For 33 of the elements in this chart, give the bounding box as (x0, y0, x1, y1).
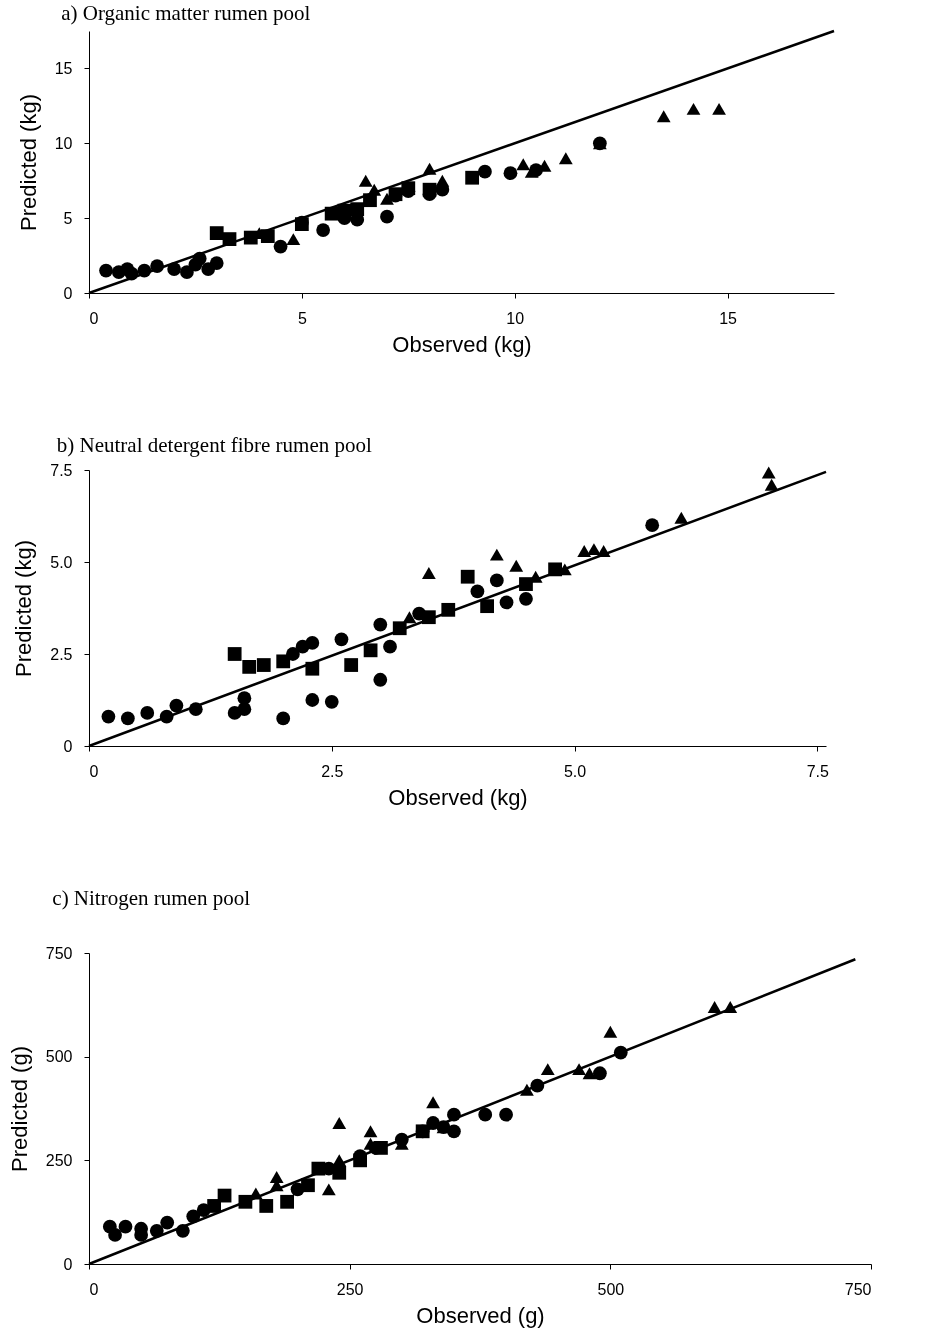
y-tick-label: 2.5 (50, 645, 73, 663)
y-tick-label: 7.5 (50, 461, 73, 479)
y-tick-label: 15 (54, 59, 73, 77)
y-tick-label: 5 (63, 209, 73, 227)
x-tick-label: 5.0 (563, 762, 587, 780)
x-tick-label: 0 (89, 762, 99, 780)
chart-title: c) Nitrogen rumen pool (52, 886, 251, 910)
y-axis-title: Predicted (kg) (15, 94, 41, 231)
x-tick-label: 0 (89, 1280, 99, 1298)
x-tick-label: 15 (719, 309, 738, 327)
y-tick-label: 500 (45, 1048, 73, 1066)
x-tick-label: 250 (336, 1280, 364, 1298)
y-tick-label: 0 (63, 737, 73, 755)
y-tick-label: 250 (45, 1151, 73, 1169)
x-tick-label: 2.5 (321, 762, 344, 780)
y-tick-label: 5.0 (50, 553, 73, 571)
y-axis-title: Predicted (g) (6, 1046, 32, 1172)
x-tick-label: 7.5 (806, 762, 829, 780)
chart-title: a) Organic matter rumen pool (61, 0, 311, 25)
y-tick-label: 0 (63, 284, 73, 302)
x-tick-label: 500 (597, 1280, 625, 1298)
x-axis-title: Observed (kg) (388, 784, 528, 810)
x-tick-label: 5 (297, 309, 307, 327)
x-tick-label: 10 (506, 309, 525, 327)
chart-title: b) Neutral detergent fibre rumen pool (56, 433, 373, 457)
y-tick-label: 750 (45, 944, 73, 962)
x-tick-label: 0 (89, 309, 99, 327)
x-tick-label: 750 (844, 1280, 872, 1298)
y-axis-title: Predicted (kg) (11, 540, 37, 677)
y-tick-label: 0 (63, 1255, 73, 1273)
x-axis-title: Observed (kg) (392, 331, 532, 357)
x-axis-title: Observed (g) (416, 1302, 545, 1328)
y-tick-label: 10 (54, 134, 73, 152)
